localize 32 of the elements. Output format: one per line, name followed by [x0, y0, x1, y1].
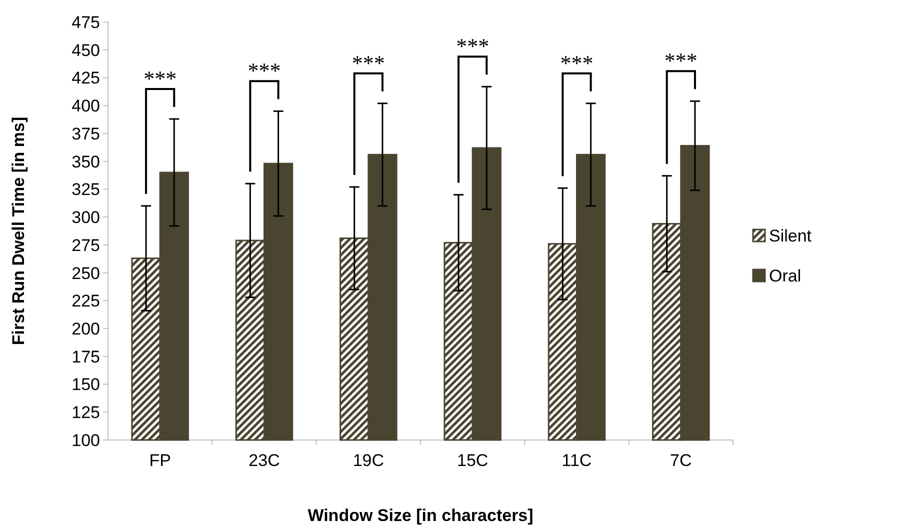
y-tick-label: 300 — [72, 208, 100, 228]
y-tick-label: 100 — [72, 430, 100, 450]
y-tick-label: 350 — [72, 152, 100, 172]
x-tick-label: 11C — [562, 451, 592, 470]
y-tick-label: 325 — [72, 180, 100, 200]
y-tick-label: 200 — [72, 319, 100, 338]
x-tick-label: FP — [149, 451, 171, 470]
y-tick-label: 250 — [72, 264, 100, 283]
x-tick-label: 7C — [670, 451, 692, 470]
y-axis-title: First Run Dwell Time [in ms] — [9, 116, 28, 346]
y-tick-label: 375 — [72, 124, 100, 144]
y-tick-label: 475 — [72, 12, 100, 32]
y-tick-label: 275 — [72, 236, 100, 255]
y-tick-label: 425 — [72, 68, 100, 88]
annotation: *** — [456, 34, 490, 59]
x-axis-title: Window Size [in characters] — [308, 506, 534, 525]
y-tick-label: 125 — [72, 403, 100, 422]
annotation: *** — [248, 58, 281, 84]
y-tick-label: 400 — [72, 96, 100, 116]
y-tick-label: 150 — [72, 375, 100, 394]
legend-label: Oral — [769, 266, 802, 286]
annotation: *** — [352, 50, 385, 76]
y-tick-label: 450 — [72, 40, 100, 60]
y-tick-label: 175 — [72, 347, 100, 366]
x-tick-label: 23C — [248, 451, 280, 470]
legend-label: Silent — [769, 226, 812, 246]
annotation: *** — [144, 66, 177, 91]
y-tick-label: 225 — [72, 292, 100, 311]
annotation: *** — [560, 50, 594, 76]
x-tick-label: 19C — [352, 451, 384, 470]
x-tick-label: 15C — [456, 451, 488, 470]
annotation: *** — [664, 48, 698, 74]
